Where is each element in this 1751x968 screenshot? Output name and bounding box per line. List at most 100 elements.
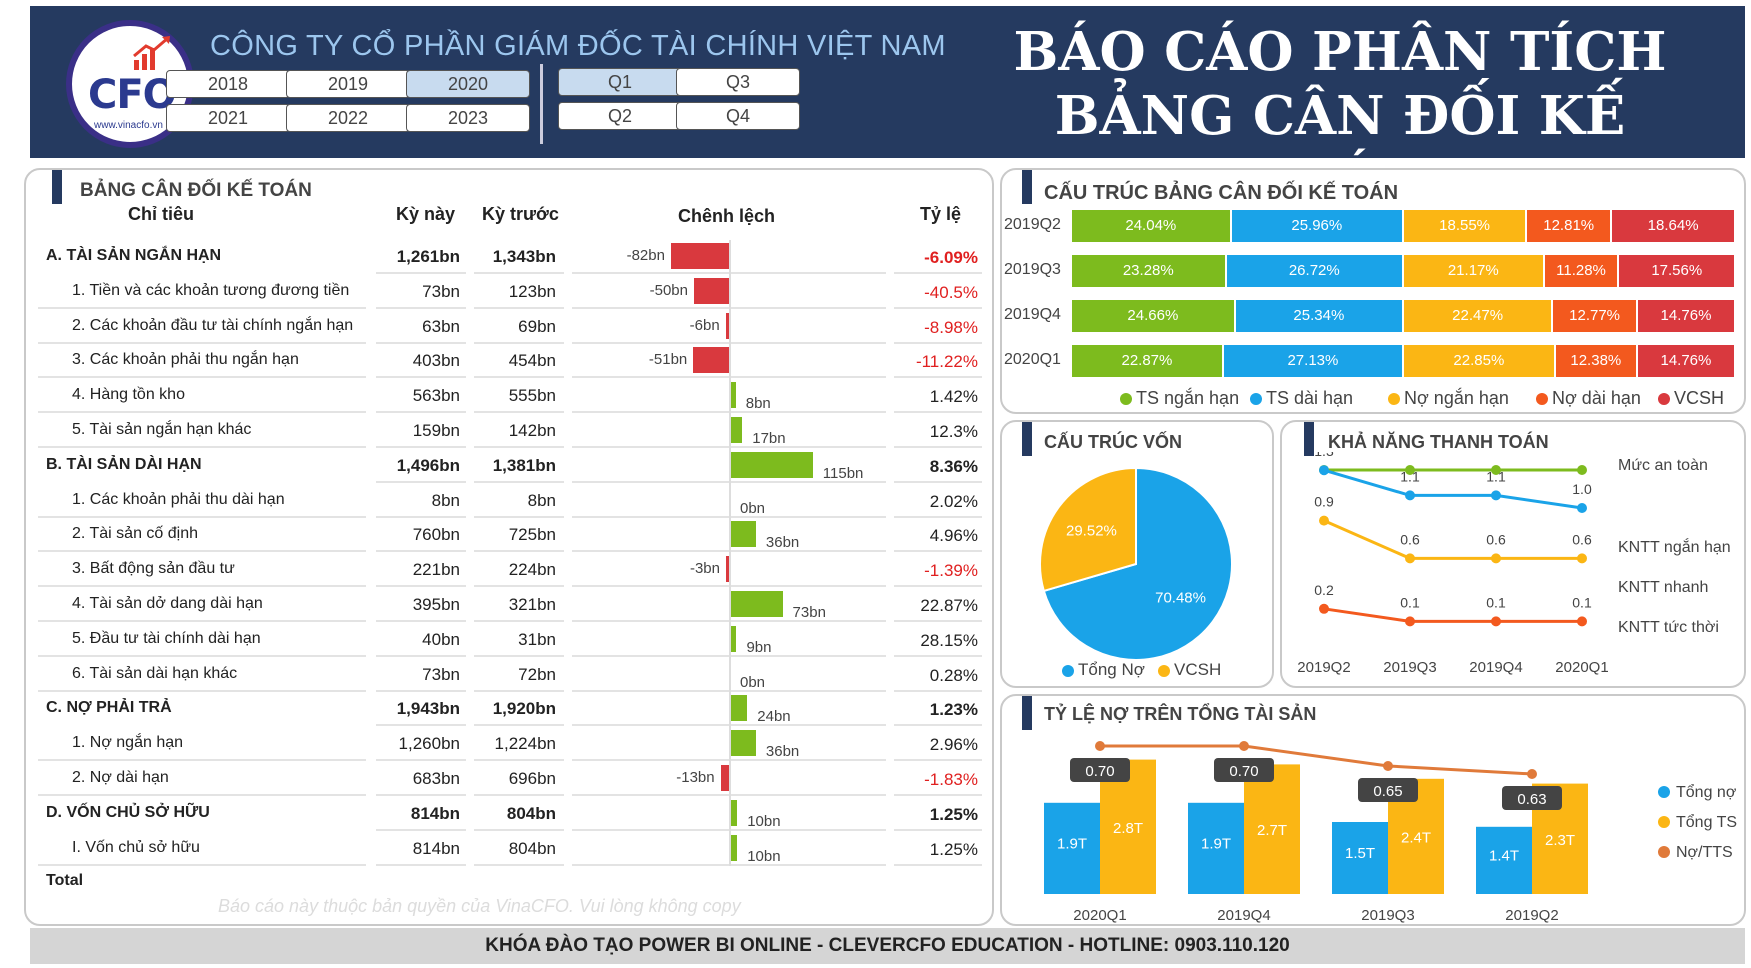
diff-bar — [730, 834, 738, 861]
ratio-label-box — [1070, 758, 1130, 782]
previous-value: 1,920bn — [492, 699, 556, 719]
quarter-slicer-q1[interactable]: Q1 — [558, 68, 682, 96]
stack-segment: 22.47% — [1404, 300, 1552, 332]
row-divider — [376, 341, 466, 344]
point-label: 0.1 — [1486, 594, 1506, 610]
row-divider — [894, 654, 982, 657]
diff-label: -51bn — [648, 351, 688, 369]
stack-segment: 23.28% — [1072, 255, 1225, 287]
pie-slice-label: 29.52% — [1066, 523, 1117, 540]
row-divider — [474, 794, 564, 796]
diff-bar — [730, 695, 748, 722]
pie-slice-label: 70.48% — [1155, 589, 1206, 606]
current-value: 814bn — [412, 838, 460, 858]
current-value: 683bn — [412, 769, 460, 788]
current-value: 395bn — [412, 595, 460, 614]
row-divider — [894, 689, 982, 692]
row-divider — [376, 759, 466, 762]
row-divider — [376, 863, 466, 866]
row-divider — [474, 689, 564, 692]
row-label: 6. Tài sản dài hạn khác — [72, 664, 238, 682]
year-slicer-2018[interactable]: 2018 — [166, 70, 290, 98]
row-divider — [38, 620, 366, 622]
previous-value: 72bn — [518, 664, 556, 684]
ratio-point — [1527, 769, 1537, 779]
current-value: 1,261bn — [396, 247, 460, 266]
diff-label: 24bn — [757, 708, 791, 726]
row-divider — [894, 863, 982, 866]
row-divider — [474, 828, 564, 831]
diff-label: 36bn — [765, 534, 800, 552]
row-divider — [894, 376, 982, 379]
legend-dot — [1250, 393, 1262, 406]
row-divider — [894, 341, 982, 344]
row-divider — [894, 480, 982, 483]
col-header-diff: Chênh lệch — [678, 206, 776, 226]
row-label: 3. Các khoản phải thu ngắn hạn — [72, 351, 299, 369]
row-label: 4. Hàng tồn kho — [72, 386, 185, 404]
diff-bar — [730, 591, 783, 617]
slicer-divider — [540, 64, 543, 144]
stack-segment: 14.76% — [1637, 300, 1734, 332]
legend-text: Tổng Nợ — [1078, 660, 1145, 679]
ratio-value: 2.96% — [929, 735, 978, 755]
row-divider — [376, 689, 466, 692]
panel-title-accent — [1022, 422, 1032, 456]
bar-label: 2.8T — [1113, 820, 1143, 837]
row-label: D. VỐN CHỦ SỞ HỮU — [46, 803, 210, 821]
row-divider — [894, 724, 982, 727]
line-point — [1491, 616, 1501, 627]
stack-segment: 25.34% — [1235, 300, 1402, 332]
quarter-slicer-q4[interactable]: Q4 — [676, 102, 800, 130]
current-value: 1,260bn — [398, 734, 460, 754]
quarter-slicer-q2[interactable]: Q2 — [558, 102, 682, 130]
year-slicer-2019[interactable]: 2019 — [286, 70, 410, 98]
year-slicer-2023[interactable]: 2023 — [406, 104, 530, 132]
stack-segment: 12.77% — [1553, 300, 1636, 332]
diff-label: -3bn — [689, 560, 720, 578]
pie-slice — [1039, 466, 1137, 593]
ratio-value: 4.96% — [929, 526, 978, 546]
diff-label: 0bn — [740, 499, 766, 517]
row-divider — [474, 654, 564, 657]
row-divider — [38, 759, 366, 762]
panel-title-accent — [1022, 170, 1032, 204]
ratio-value: -11.22% — [915, 352, 978, 372]
diff-bar — [730, 730, 756, 757]
x-tick-label: 2019Q4 — [1469, 659, 1522, 676]
diff-bar — [725, 312, 730, 339]
point-label: 0.6 — [1400, 531, 1420, 547]
diff-label: 17bn — [752, 430, 786, 447]
legend-dot — [1062, 664, 1074, 677]
line-point — [1405, 616, 1415, 627]
line-point — [1491, 553, 1501, 564]
year-slicer-2021[interactable]: 2021 — [166, 104, 290, 132]
panel-title-accent — [52, 170, 62, 204]
logo-text: CFO — [88, 72, 177, 118]
line-series — [1323, 468, 1583, 510]
previous-value: 1,224bn — [494, 734, 556, 754]
row-divider — [474, 411, 564, 414]
year-slicer-2020[interactable]: 2020 — [406, 70, 530, 98]
point-label: 1.1 — [1486, 468, 1506, 484]
row-divider — [38, 341, 366, 344]
legend-dot — [1658, 393, 1670, 406]
stack-segment: 11.28% — [1544, 255, 1618, 287]
line-point — [1577, 616, 1587, 627]
line-point — [1405, 490, 1415, 501]
stack-segment: 12.81% — [1527, 210, 1611, 242]
row-divider — [38, 446, 366, 448]
quarter-slicer-q3[interactable]: Q3 — [676, 68, 800, 96]
year-slicer-2022[interactable]: 2022 — [286, 104, 410, 132]
capital-structure-title: CẤU TRÚC VỐN — [1044, 432, 1182, 452]
current-value: 1,496bn — [396, 455, 460, 475]
row-label: 3. Bất động sản đầu tư — [72, 560, 235, 578]
row-label: C. NỢ PHẢI TRẢ — [46, 699, 172, 717]
row-divider — [474, 480, 564, 483]
row-divider — [38, 515, 366, 518]
diff-bar — [730, 451, 813, 478]
previous-value: 69bn — [518, 316, 556, 336]
ratio-value: 8.36% — [929, 456, 978, 476]
row-divider — [38, 689, 366, 692]
ratio-label: 0.70 — [1085, 763, 1114, 780]
